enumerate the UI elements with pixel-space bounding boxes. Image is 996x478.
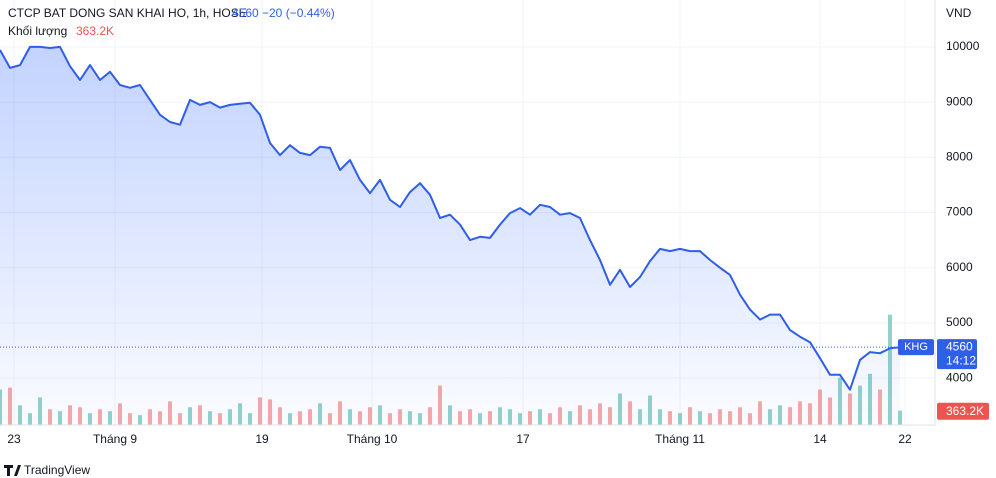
unit: VND xyxy=(946,6,972,20)
area xyxy=(0,46,900,426)
y-tick-label: 10000 xyxy=(946,39,980,53)
symbol-tag xyxy=(898,339,934,356)
y-tick-label: 7000 xyxy=(946,205,973,219)
x-tick-label: 14 xyxy=(813,432,827,446)
price-line xyxy=(0,45,901,391)
price-tag xyxy=(937,339,977,370)
chart-title: CTCP BAT DONG SAN KHAI HO, 1h, HOSE xyxy=(8,6,247,20)
symbol-tag-text: KHG xyxy=(904,341,928,353)
x-tick-label: 19 xyxy=(255,432,269,446)
brand-name: TradingView xyxy=(24,463,90,477)
y-tick-label: 4000 xyxy=(946,370,973,384)
plot xyxy=(0,45,935,426)
y-tick-label: 8000 xyxy=(946,149,973,163)
y-tick-label: 5000 xyxy=(946,315,973,329)
volume-label: Khối lượng xyxy=(8,24,67,38)
x-tick-label: Tháng 11 xyxy=(655,432,705,446)
x-tick-label: 23 xyxy=(7,432,21,446)
volume-value: 363.2K xyxy=(76,24,114,38)
last-price: 4560 xyxy=(232,6,259,20)
brand: TradingView xyxy=(4,463,90,477)
volume-tag-text: 363.2K xyxy=(946,404,984,418)
price-tag-value: 4560 xyxy=(946,339,973,353)
price-tag-countdown: 14:12 xyxy=(946,353,976,367)
x-tick-label: Tháng 9 xyxy=(93,432,137,446)
y-tick-label: 6000 xyxy=(946,260,973,274)
price-change: −20 (−0.44%) xyxy=(262,6,335,20)
y-tick-label: 9000 xyxy=(946,94,973,108)
x-tick-label: 22 xyxy=(898,432,912,446)
x-tick-label: 17 xyxy=(516,432,530,446)
volume-tag xyxy=(937,402,989,420)
x-tick-label: Tháng 10 xyxy=(347,432,398,446)
